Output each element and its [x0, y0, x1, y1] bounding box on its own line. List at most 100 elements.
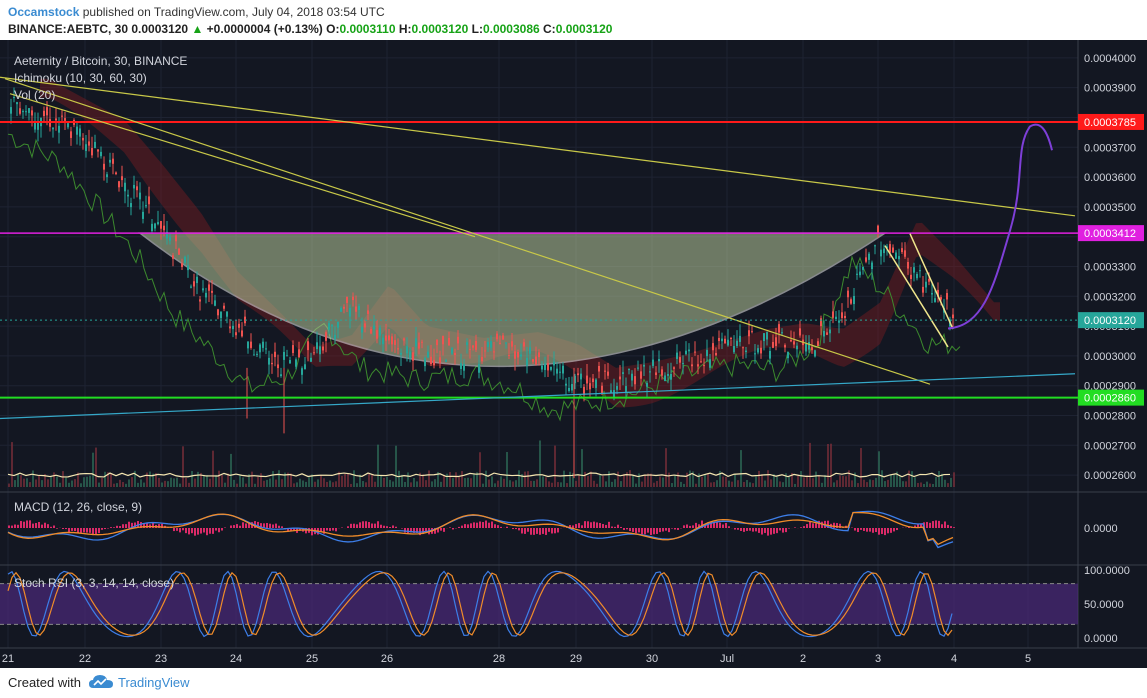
macd-histogram-bar: [755, 528, 757, 532]
candle-body: [805, 343, 807, 352]
volume-bar: [626, 472, 628, 487]
candle-body: [286, 355, 288, 357]
macd-histogram-bar: [557, 528, 559, 533]
volume-bar: [728, 480, 730, 487]
candle-body: [37, 121, 39, 130]
volume-bar: [191, 470, 193, 487]
volume-bar: [947, 483, 949, 487]
macd-histogram-bar: [326, 528, 328, 531]
volume-bar: [71, 480, 73, 487]
volume-bar: [287, 472, 289, 487]
volume-bar: [857, 483, 859, 487]
macd-histogram-bar: [350, 523, 352, 528]
volume-bar: [497, 480, 499, 487]
candle-body: [745, 350, 747, 353]
candle-body: [559, 371, 561, 373]
volume-bar: [881, 470, 883, 487]
volume-bar: [425, 480, 427, 487]
volume-bar: [320, 475, 322, 487]
volume-bar: [419, 472, 421, 487]
volume-bar: [323, 478, 325, 487]
macd-histogram-bar: [461, 525, 463, 528]
volume-bar: [641, 481, 643, 487]
candle-body: [931, 292, 933, 295]
macd-histogram-bar: [518, 528, 520, 531]
candle-body: [262, 341, 264, 348]
candle-body: [700, 361, 702, 363]
volume-bar: [305, 481, 307, 487]
candle-body: [793, 341, 795, 345]
macd-histogram-bar: [116, 525, 118, 528]
chart-canvas[interactable]: 0.00040000.00039000.00038000.00037000.00…: [0, 40, 1147, 668]
candle-body: [601, 385, 603, 394]
candle-body: [355, 306, 357, 312]
ichimoku-legend: Ichimoku (10, 30, 60, 30): [14, 71, 147, 85]
time-tick-label: 3: [875, 653, 881, 665]
volume-bar: [743, 481, 745, 487]
macd-histogram-bar: [878, 528, 880, 535]
macd-histogram-bar: [311, 528, 313, 536]
candle-body: [892, 247, 894, 253]
stoch-legend: Stoch RSI (3, 3, 14, 14, close): [14, 576, 174, 590]
macd-histogram-bar: [761, 528, 763, 535]
candle-body: [553, 361, 555, 366]
candle-body: [496, 333, 498, 340]
volume-bar: [401, 474, 403, 487]
rising-channel-line: [0, 373, 1076, 420]
volume-bar: [932, 483, 934, 487]
candle-body: [403, 338, 405, 341]
macd-histogram-bar: [125, 524, 127, 528]
candle-body: [223, 305, 225, 309]
candle-body: [487, 341, 489, 348]
volume-bar: [446, 473, 448, 487]
macd-histogram-bar: [152, 522, 154, 528]
volume-bar: [53, 472, 55, 487]
macd-histogram-bar: [734, 528, 736, 530]
candle-body: [709, 359, 711, 368]
macd-histogram-bar: [269, 523, 271, 528]
macd-histogram-bar: [407, 528, 409, 534]
volume-bar: [230, 453, 232, 487]
candle-body: [589, 383, 591, 390]
candle-body: [940, 297, 942, 300]
author-link[interactable]: Occamstock: [8, 5, 80, 19]
volume-bar: [617, 471, 619, 487]
ichimoku-cloud: [40, 78, 1000, 408]
candle-body: [241, 330, 243, 337]
candle-body: [421, 341, 423, 343]
candle-body: [748, 330, 750, 337]
volume-bar: [605, 481, 607, 487]
high-label: H:: [398, 22, 412, 36]
macd-histogram-bar: [374, 523, 376, 528]
volume-bar: [794, 483, 796, 487]
macd-histogram-bar: [659, 528, 661, 533]
macd-histogram-bar: [650, 528, 652, 535]
candle-body: [646, 382, 648, 387]
tradingview-link[interactable]: TradingView: [118, 675, 190, 690]
volume-bar: [302, 480, 304, 487]
candle-body: [775, 337, 777, 346]
stoch-tick-label: 0.0000: [1084, 633, 1118, 645]
candle-body: [490, 341, 492, 348]
candle-body: [91, 147, 93, 156]
macd-histogram-bar: [8, 525, 10, 528]
macd-histogram-bar: [602, 524, 604, 528]
volume-bar: [920, 482, 922, 487]
candle-body: [676, 352, 678, 359]
macd-histogram-bar: [443, 528, 445, 532]
created-with-text: Created with: [8, 675, 81, 690]
candle-body: [502, 335, 504, 340]
volume-bar: [512, 481, 514, 487]
candle-body: [265, 348, 267, 350]
volume-bar: [716, 480, 718, 487]
macd-histogram-bar: [596, 522, 598, 528]
candle-body: [520, 354, 522, 357]
volume-bar: [44, 474, 46, 487]
volume-bar: [773, 474, 775, 487]
volume-bar: [341, 475, 343, 487]
candle-body: [349, 307, 351, 317]
volume-bar: [62, 471, 64, 487]
candle-body: [727, 339, 729, 346]
candle-body: [424, 358, 426, 367]
volume-bar: [431, 481, 433, 487]
